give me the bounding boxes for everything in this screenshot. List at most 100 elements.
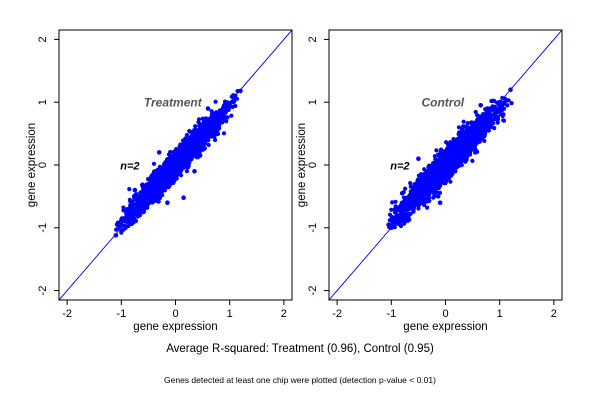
control-data-point — [399, 219, 405, 224]
control-data-point — [481, 125, 486, 130]
control-cloud-point — [443, 180, 448, 186]
control-cloud-point — [483, 129, 488, 134]
control-cloud-point — [403, 212, 408, 217]
treatment-data-point — [151, 197, 157, 202]
control-cloud-point — [482, 112, 488, 117]
treatment-x-tick-label: 1 — [227, 308, 233, 320]
treatment-data-point — [159, 169, 165, 174]
treatment-data-point — [135, 200, 140, 205]
treatment-x-tick-label: 0 — [172, 308, 178, 320]
control-cloud-point — [427, 198, 432, 203]
control-cloud-point — [456, 154, 461, 159]
control-data-point — [478, 103, 484, 108]
treatment-cloud-point — [124, 212, 129, 217]
caption-r-squared: Average R-squared: Treatment (0.96), Con… — [166, 343, 434, 355]
control-cloud-point — [434, 148, 439, 153]
treatment-cloud-point — [174, 152, 179, 157]
control-cloud-point — [473, 136, 478, 141]
treatment-cloud-point — [192, 152, 197, 157]
control-panel-title: Control — [421, 96, 464, 110]
treatment-cloud-point — [153, 190, 159, 195]
treatment-data-point — [211, 115, 216, 121]
treatment-cloud-point — [157, 189, 162, 194]
control-y-tick-label: 0 — [307, 162, 319, 168]
treatment-cloud-point — [171, 180, 176, 185]
control-cloud-point — [501, 118, 507, 123]
treatment-data-point — [140, 209, 146, 215]
treatment-x-tick-label: 2 — [281, 308, 287, 320]
treatment-data-point — [205, 131, 211, 136]
control-cloud-point — [432, 194, 437, 199]
control-data-point — [440, 175, 446, 180]
caption-detection-note: Genes detected at least one chip were pl… — [164, 375, 436, 385]
treatment-y-tick-label: 0 — [37, 162, 49, 168]
control-cloud-point — [498, 112, 504, 117]
control-cloud-point — [389, 207, 394, 212]
control-data-point — [432, 162, 438, 168]
control-cloud-point — [392, 225, 397, 230]
treatment-panel-title: Treatment — [144, 96, 203, 110]
control-data-point — [405, 197, 410, 202]
treatment-cloud-point — [184, 132, 189, 138]
treatment-x-tick-label: -2 — [62, 308, 72, 320]
treatment-cloud-point — [186, 165, 191, 170]
treatment-data-point — [178, 150, 184, 155]
control-cloud-point — [436, 194, 441, 199]
control-cloud-point — [467, 151, 472, 156]
control-cloud-point — [457, 130, 462, 135]
treatment-data-point — [189, 134, 195, 139]
control-cloud-point — [487, 118, 492, 123]
treatment-cloud-point — [148, 183, 153, 189]
control-cloud-point — [390, 200, 395, 205]
control-cloud-point — [443, 166, 448, 171]
treatment-cloud-point — [198, 133, 203, 138]
control-cloud-point — [480, 134, 485, 139]
control-identity-line — [329, 30, 562, 300]
treatment-cloud-point — [190, 131, 195, 136]
control-data-point — [492, 112, 497, 118]
control-cloud-point — [454, 157, 459, 162]
treatment-data-point — [186, 159, 192, 165]
control-x-axis-label: gene expression — [403, 321, 487, 333]
control-data-point — [386, 222, 391, 227]
control-cloud-point — [440, 149, 445, 154]
treatment-cloud-point — [210, 111, 215, 116]
treatment-cloud-point — [214, 125, 219, 130]
treatment-cloud-point — [144, 205, 149, 210]
treatment-cloud-point — [129, 215, 134, 220]
treatment-data-point — [162, 187, 167, 193]
control-cloud-point — [461, 119, 466, 124]
control-data-point — [437, 159, 443, 165]
treatment-cloud-point — [168, 172, 173, 177]
control-cloud-point — [448, 179, 453, 184]
treatment-data-point — [167, 162, 173, 168]
control-cloud-point — [434, 176, 439, 181]
control-data-point — [418, 172, 424, 177]
treatment-cloud-point — [198, 138, 203, 143]
treatment-cloud-point — [194, 128, 199, 133]
control-cloud-point — [420, 180, 425, 185]
treatment-data-point — [132, 187, 138, 193]
treatment-cloud-point — [221, 131, 227, 136]
control-cloud-point — [473, 109, 478, 115]
control-cloud-point — [407, 217, 412, 222]
control-y-axis-label: gene expression — [296, 123, 308, 207]
treatment-y-tick-label: 2 — [37, 36, 49, 42]
treatment-cloud-point — [124, 224, 129, 229]
treatment-cloud-point — [202, 138, 207, 143]
control-y-tick-label: -2 — [307, 286, 319, 296]
treatment-cloud-point — [183, 136, 188, 141]
treatment-cloud-point — [197, 123, 202, 128]
treatment-y-tick-label: -1 — [37, 223, 49, 233]
treatment-cloud-point — [184, 169, 189, 174]
treatment-x-axis-label: gene expression — [133, 321, 217, 333]
treatment-cloud-point — [151, 161, 157, 166]
control-cloud-point — [425, 192, 430, 197]
treatment-cloud-point — [166, 185, 171, 190]
control-cloud-point — [422, 171, 427, 176]
treatment-cloud-point — [168, 149, 173, 155]
treatment-cloud-point — [194, 133, 199, 138]
treatment-cloud-point — [223, 110, 228, 115]
treatment-cloud-point — [158, 172, 163, 177]
treatment-data-point — [175, 169, 181, 174]
